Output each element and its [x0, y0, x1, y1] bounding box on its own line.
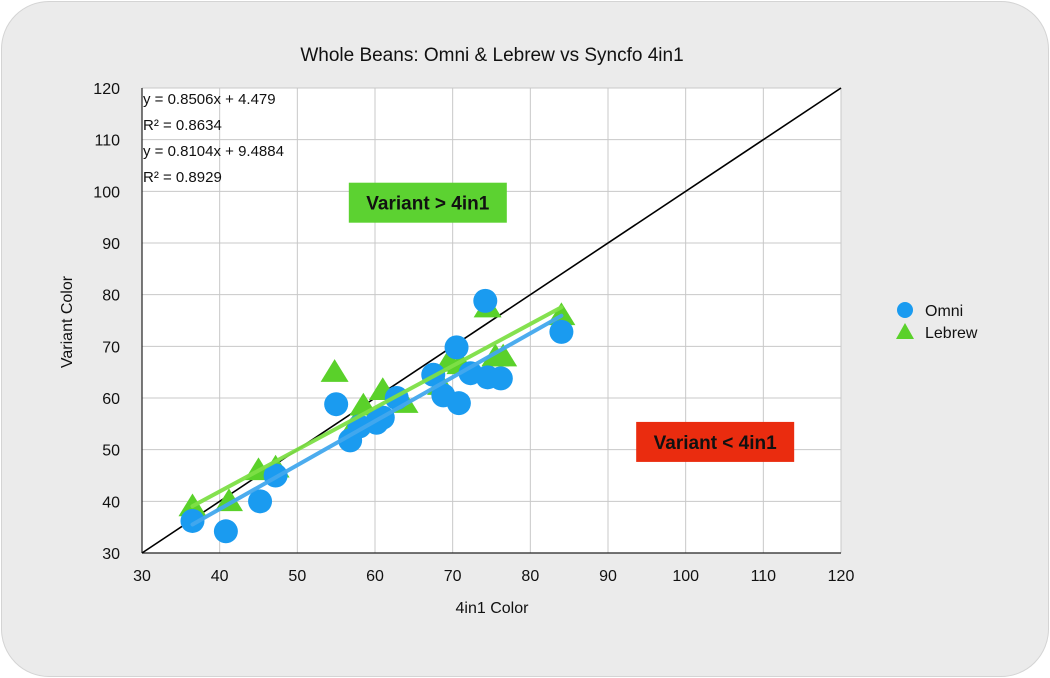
y-tick-label: 90 — [102, 236, 120, 253]
lebrew-point — [214, 488, 243, 512]
trendline-equation: R² = 0.8634 — [143, 117, 222, 134]
omni-point — [248, 489, 273, 514]
x-tick-label: 120 — [828, 568, 855, 585]
omni-point — [324, 392, 349, 417]
y-tick-label: 60 — [102, 391, 120, 408]
omni-point — [446, 391, 471, 416]
omni-point — [444, 335, 469, 360]
y-axis-title: Variant Color — [59, 275, 76, 368]
lebrew-point — [320, 359, 349, 382]
x-tick-label: 70 — [444, 568, 462, 585]
lebrew-point — [489, 343, 518, 367]
trendline-equation: y = 0.8104x + 9.4884 — [143, 143, 284, 160]
lebrew-trendline — [190, 305, 564, 509]
legend: Omni Lebrew — [896, 302, 978, 342]
callout-label: Variant < 4in1 — [654, 433, 777, 454]
y-tick-label: 110 — [94, 133, 120, 150]
callout-box — [636, 421, 795, 462]
x-tick-label: 100 — [672, 568, 699, 585]
omni-point — [549, 319, 574, 344]
y-tick-label: 70 — [102, 339, 120, 356]
x-tick-label: 30 — [133, 568, 151, 585]
omni-point — [180, 508, 205, 533]
trendline-layer — [190, 305, 564, 527]
trendline-equation: R² = 0.8929 — [143, 169, 222, 186]
callout-label: Variant > 4in1 — [366, 194, 489, 215]
omni-point — [488, 366, 513, 391]
legend-marker-lebrew — [896, 323, 914, 339]
equation-labels: y = 0.8506x + 4.479 R² = 0.8634 y = 0.8104… — [143, 91, 284, 186]
legend-label: Lebrew — [925, 325, 978, 342]
trendline-equation: y = 0.8506x + 4.479 — [143, 91, 276, 108]
y-tick-label: 50 — [102, 443, 120, 460]
y-tick-label: 100 — [93, 184, 120, 201]
x-tick-label: 60 — [366, 568, 384, 585]
legend-label: Omni — [925, 303, 963, 320]
annotations: Variant > 4in1 Variant < 4in1 — [348, 182, 795, 462]
x-tick-label: 90 — [599, 568, 617, 585]
callout-box — [348, 182, 507, 223]
omni-point — [213, 519, 238, 544]
x-tick-label: 40 — [211, 568, 229, 585]
x-axis-title: 4in1 Color — [456, 600, 530, 617]
omni-point — [473, 288, 498, 313]
y-tick-label: 80 — [102, 288, 120, 305]
legend-marker-omni — [897, 302, 913, 318]
chart-title: Whole Beans: Omni & Lebrew vs Syncfo 4in… — [300, 45, 683, 66]
axes: 30 40 50 60 70 80 90 100 110 120 30 40 50 60 70 80 90 100… — [93, 81, 854, 585]
x-tick-label: 50 — [288, 568, 306, 585]
x-tick-label: 110 — [751, 568, 777, 585]
y-tick-label: 30 — [102, 546, 120, 563]
x-tick-label: 80 — [521, 568, 539, 585]
y-tick-label: 40 — [102, 494, 120, 511]
omni-trendline — [190, 313, 564, 527]
y-tick-label: 120 — [93, 81, 120, 98]
